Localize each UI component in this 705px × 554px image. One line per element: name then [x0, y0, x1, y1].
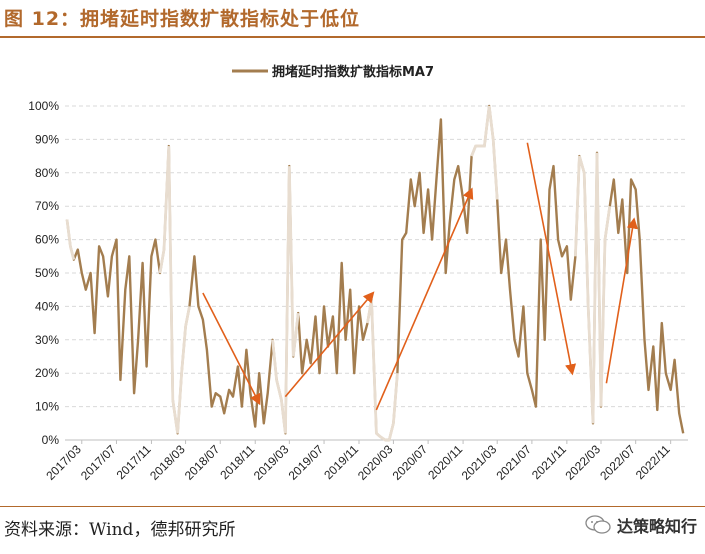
x-tick-label: 2019/11 [321, 442, 361, 482]
x-tick-label: 2020/03 [355, 442, 396, 483]
y-tick-label: 60% [35, 233, 59, 247]
trend-arrow [526, 142, 577, 376]
series-line-faint [158, 146, 191, 434]
x-tick-label: 2020/11 [425, 442, 465, 482]
y-tick-label: 10% [35, 400, 59, 414]
x-tick-label: 2019/03 [251, 442, 292, 483]
trend-arrow [605, 217, 639, 384]
x-tick-label: 2018/11 [217, 442, 257, 482]
y-tick-label: 30% [35, 333, 59, 347]
x-tick-label: 2017/03 [43, 442, 84, 483]
series-lines [65, 104, 685, 442]
y-tick-label: 100% [28, 99, 59, 113]
x-tick-label: 2021/07 [493, 442, 534, 483]
x-tick-label: 2022/11 [633, 442, 673, 482]
series-line-faint [574, 152, 612, 424]
wechat-icon [585, 515, 611, 534]
series-line-faint [65, 219, 76, 260]
y-tick-label: 20% [35, 366, 59, 380]
y-tick-label: 70% [35, 199, 59, 213]
watermark-text: 达策略知行 [616, 517, 697, 536]
source-note: 资料来源：Wind，德邦研究所 [4, 520, 236, 540]
x-tick-label: 2022/07 [597, 442, 638, 483]
title-rule [0, 36, 705, 38]
x-tick-label: 2018/03 [147, 442, 188, 483]
trend-arrow [375, 187, 474, 411]
x-tick-label: 2017/11 [114, 442, 154, 482]
x-tick-label: 2020/07 [390, 442, 431, 483]
x-tick-label: 2021/03 [459, 442, 500, 483]
x-tick-label: 2019/07 [286, 442, 327, 483]
watermark: 达策略知行 [585, 513, 697, 537]
legend: 拥堵延时指数扩散指标MA7 [232, 64, 434, 80]
trend-arrow [202, 292, 261, 406]
x-tick-label: 2017/07 [78, 442, 119, 483]
figure-title: 图 12：拥堵延时指数扩散指标处于低位 [4, 8, 361, 30]
series-line-faint [366, 299, 399, 442]
legend-label: 拥堵延时指数扩散指标MA7 [272, 64, 434, 80]
series-line-faint [470, 105, 499, 200]
y-tick-label: 0% [42, 433, 60, 447]
x-tick-label: 2018/07 [182, 442, 223, 483]
x-tick-label: 2022/03 [563, 442, 604, 483]
series-line-faint [271, 166, 300, 434]
y-tick-label: 90% [35, 132, 59, 146]
annotation-arrows [202, 142, 639, 411]
chart: 拥堵延时指数扩散指标MA7 0% 10% 20% 30% 40% 50% 60% 70% 80%… [28, 64, 688, 483]
x-axis: 2017/032017/072017/112018/032018/072018/… [43, 439, 688, 483]
trend-arrow [284, 291, 375, 398]
y-axis: 0% 10% 20% 30% 40% 50% 60% 70% 80% 90% 100% [28, 99, 59, 447]
footer-rule [0, 506, 705, 507]
x-tick-label: 2021/11 [529, 442, 569, 482]
y-tick-label: 80% [35, 166, 59, 180]
y-tick-label: 40% [35, 299, 59, 313]
y-tick-label: 50% [35, 266, 59, 280]
